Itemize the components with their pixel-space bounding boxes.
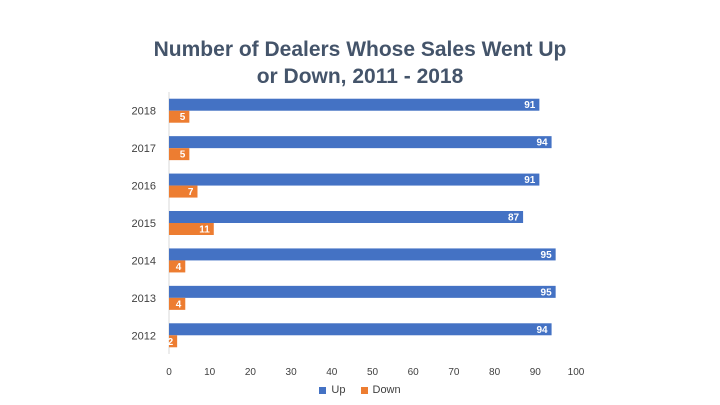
data-label-up-2017: 94 [536,138,548,149]
data-label-down-2015: 11 [199,225,210,236]
bar-down-2013 [169,297,186,310]
data-label-down-2013: 4 [176,299,182,310]
bar-up-2012 [169,323,552,336]
chart-title-line-2: or Down, 2011 - 2018 [256,65,464,88]
bar-down-2016 [169,185,198,198]
chart-legend: Up Down [0,384,720,397]
legend-swatch-up [319,386,327,394]
bar-down-2015 [169,223,214,235]
y-category-label: 2016 [132,181,156,193]
data-label-up-2016: 91 [524,175,536,186]
bar-up-2016 [169,173,540,186]
chart-title: Number of Dealers Whose Sales Went Up or… [0,36,720,90]
legend-item-up: Up [319,384,345,396]
x-tick-label: 40 [326,367,338,378]
data-label-down-2017: 5 [180,150,186,161]
y-category-label: 2012 [132,330,156,342]
x-tick-label: 80 [489,367,501,378]
data-label-up-2012: 94 [536,325,548,336]
data-label-up-2018: 91 [524,100,536,111]
data-label-up-2015: 87 [508,213,520,224]
chart-title-line-1: Number of Dealers Whose Sales Went Up [153,38,567,61]
x-tick-label: 50 [367,367,379,378]
bar-up-2013 [169,285,556,298]
x-tick-label: 70 [448,367,460,378]
x-tick-label: 20 [245,367,257,378]
legend-label-up: Up [331,384,346,396]
x-tick-label: 100 [568,367,585,378]
x-tick-label: 30 [286,367,298,378]
y-category-label: 2014 [132,255,156,267]
data-label-down-2018: 5 [180,112,186,123]
legend-item-down: Down [360,384,401,396]
y-category-label: 2018 [132,106,156,118]
x-tick-label: 10 [204,367,216,378]
x-tick-label: 60 [408,367,420,378]
legend-label-down: Down [372,384,401,396]
y-category-label: 2013 [132,293,156,305]
data-label-down-2016: 7 [188,187,194,198]
legend-swatch-down [360,386,368,394]
bar-up-2018 [169,98,540,111]
data-label-up-2014: 95 [541,250,553,261]
x-tick-label: 90 [530,367,542,378]
data-label-up-2013: 95 [541,287,553,298]
bar-down-2017 [169,148,190,161]
y-category-label: 2017 [132,143,156,155]
bar-down-2018 [169,110,190,123]
x-tick-label: 0 [166,367,172,378]
bar-up-2015 [169,211,524,223]
bar-down-2014 [169,260,186,273]
bar-up-2017 [169,136,552,149]
data-label-down-2012: 2 [168,337,174,348]
data-label-down-2014: 4 [176,262,182,273]
bar-down-2012 [169,335,178,348]
bar-up-2014 [169,248,556,261]
y-category-label: 2015 [132,218,156,230]
